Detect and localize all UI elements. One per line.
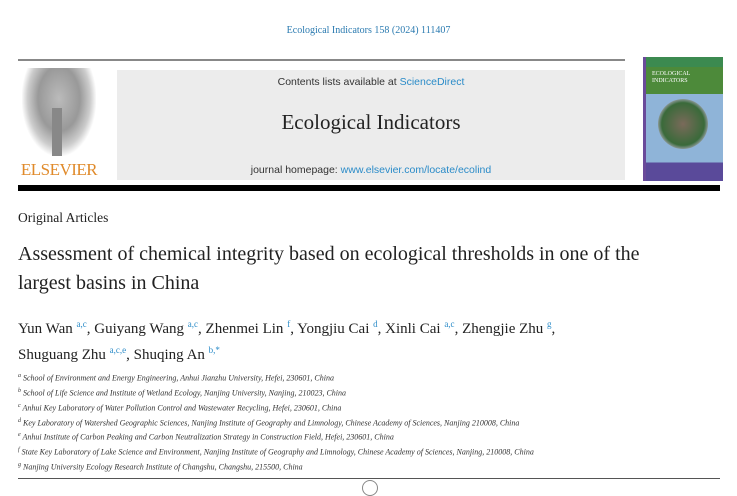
author-affiliation-marker[interactable]: a,c [76,319,87,329]
author-name: Shuqing An [133,347,205,363]
author-name: Shuguang Zhu [18,347,106,363]
affiliation-text: Key Laboratory of Watershed Geographic S… [23,418,520,428]
affiliation-text: Anhui Key Laboratory of Water Pollution … [22,403,342,413]
author-affiliation-marker[interactable]: b,* [208,345,220,355]
affiliation-key: e [18,432,21,439]
author[interactable]: Xinli Cai a,c [385,319,455,337]
affiliation: g Nanjing University Ecology Research In… [18,459,534,474]
affiliation: a School of Environment and Energy Engin… [18,370,534,385]
homepage-prefix: journal homepage: [250,164,341,176]
affiliation-text: State Key Laboratory of Lake Science and… [21,447,534,457]
author[interactable]: Shuqing An b,* [133,345,220,363]
author-affiliation-marker[interactable]: a,c [444,319,455,329]
affiliation-key: a [18,373,21,379]
affiliation: c Anhui Key Laboratory of Water Pollutio… [18,400,534,415]
journal-title: Ecological Indicators [281,110,461,134]
affiliation-text: School of Life Science and Institute of … [23,388,347,398]
separator: , [551,321,556,337]
separator: , [126,347,134,363]
cover-title: ECOLOGICAL INDICATORS [652,71,691,84]
divider [18,478,720,479]
author-name: Guiyang Wang [94,321,185,337]
author-affiliation-marker[interactable]: a,c,e [109,345,127,355]
affiliation-key: f [18,447,20,454]
homepage-line: journal homepage: www.elsevier.com/locat… [117,164,625,176]
author[interactable]: Shuguang Zhu a,c,e [18,345,127,363]
affiliation: e Anhui Institute of Carbon Peaking and … [18,429,534,444]
contents-prefix: Contents lists available at [277,76,400,88]
elsevier-logo: ELSEVIER [18,68,100,182]
affiliation: b School of Life Science and Institute o… [18,385,534,400]
affiliation: f State Key Laboratory of Lake Science a… [18,444,534,459]
journal-header: Contents lists available at ScienceDirec… [117,70,625,180]
author[interactable]: Zhengjie Zhu g [462,319,552,337]
separator: , [377,321,386,337]
affiliation-key: d [18,417,21,424]
author-affiliation-marker[interactable]: a,c [187,319,199,329]
publisher-name: ELSEVIER [20,160,98,179]
author-name: Zhenmei Lin [205,321,284,337]
author[interactable]: Yongjiu Cai d [297,319,378,337]
sciencedirect-link[interactable]: ScienceDirect [399,76,465,88]
affiliation-key: c [18,402,21,409]
author-name: Zhengjie Zhu [462,321,544,337]
author-name: Xinli Cai [385,321,441,337]
contents-line: Contents lists available at ScienceDirec… [117,76,625,88]
separator: , [290,321,298,337]
affiliation-key: b [18,387,21,394]
article-type: Original Articles [18,210,109,225]
header-bar [18,185,720,191]
affiliation-text: Nanjing University Ecology Research Inst… [23,462,303,472]
cover-image [658,99,708,149]
author[interactable]: Yun Wan a,c [18,319,87,337]
check-updates-icon[interactable] [362,480,378,496]
author-name: Yun Wan [18,321,73,337]
author-name: Yongjiu Cai [297,321,370,337]
affiliation-text: Anhui Institute of Carbon Peaking and Ca… [22,433,394,443]
author-affiliation-marker[interactable]: g [547,319,552,329]
affiliation-list: a School of Environment and Energy Engin… [18,370,534,474]
article-title: Assessment of chemical integrity based o… [18,243,640,294]
author[interactable]: Zhenmei Lin f [205,319,291,337]
separator: , [86,321,95,337]
homepage-link[interactable]: www.elsevier.com/locate/ecolind [340,164,492,176]
divider [18,59,625,61]
journal-citation[interactable]: Ecological Indicators 158 (2024) 111407 [286,25,451,36]
author-affiliation-marker[interactable]: f [287,319,291,329]
separator: , [198,321,206,337]
author-list: Yun Wan a,c, Guiyang Wang a,c, Zhenmei L… [18,314,658,366]
author-affiliation-marker[interactable]: d [373,319,378,329]
tree-trunk [52,108,62,156]
affiliation: d Key Laboratory of Watershed Geographic… [18,415,534,430]
affiliation-key: g [18,462,21,469]
author[interactable]: Guiyang Wang a,c [94,319,199,337]
separator: , [454,321,463,337]
affiliation-text: School of Environment and Energy Enginee… [23,373,334,383]
journal-cover[interactable]: ECOLOGICAL INDICATORS [643,57,723,181]
